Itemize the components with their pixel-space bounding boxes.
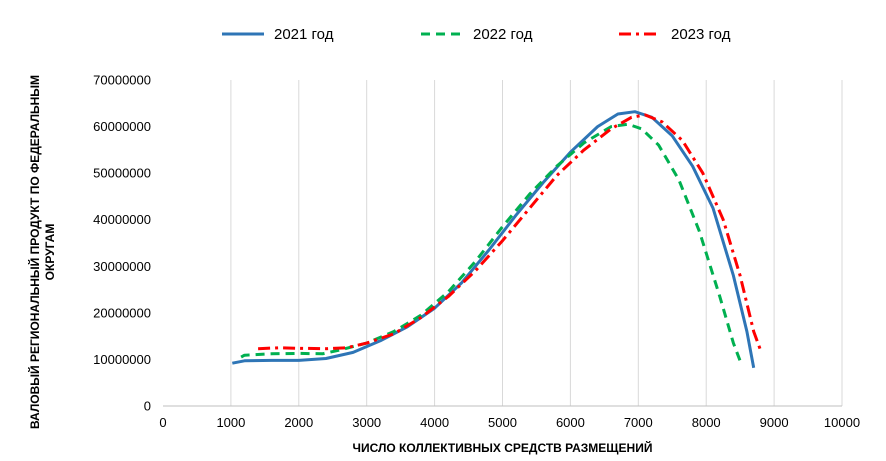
legend-item-2021: 2021 год: [222, 22, 333, 46]
y-tick-label: 40000000: [93, 212, 151, 227]
legend-swatch-dashdot: [619, 32, 661, 36]
legend-swatch-dashed: [421, 32, 463, 36]
y-tick-label: 10000000: [93, 352, 151, 367]
series-line-1: [232, 110, 756, 369]
legend-label: 2023 год: [671, 25, 731, 43]
y-tick-label: 30000000: [93, 259, 151, 274]
y-tick-label: 0: [144, 399, 151, 414]
y-tick-label: 20000000: [93, 305, 151, 320]
y-tick-label: 50000000: [93, 166, 151, 181]
x-tick-label: 5000: [488, 415, 517, 430]
x-tick-label: 0: [159, 415, 166, 430]
x-tick-label: 6000: [556, 415, 585, 430]
x-tick-label: 4000: [420, 415, 449, 430]
y-tick-label: 70000000: [93, 73, 151, 88]
x-tick-label: 2000: [284, 415, 313, 430]
grid-lines: [230, 80, 843, 406]
x-tick-label: 10000: [824, 415, 860, 430]
legend: 2021 год 2022 год 2023 год: [0, 22, 886, 46]
x-tick-label: 9000: [760, 415, 789, 430]
x-tick-label: 1000: [216, 415, 245, 430]
legend-item-2022: 2022 год: [421, 22, 532, 46]
x-tick-label: 8000: [692, 415, 721, 430]
y-axis-label: ВАЛОВЫЙ РЕГИОНАЛЬНЫЙ ПРОДУКТ ПО ФЕДЕРАЛЬ…: [28, 74, 57, 430]
legend-label: 2022 год: [473, 25, 533, 43]
series-line-3: [258, 113, 762, 351]
series-lines: [232, 110, 762, 369]
x-tick-label: 7000: [624, 415, 653, 430]
x-axis-label: ЧИСЛО КОЛЛЕКТИВНЫХ СРЕДСТВ РАЗМЕЩЕНИЙ: [352, 441, 653, 455]
legend-item-2023: 2023 год: [619, 22, 730, 46]
y-tick-labels: 0 10000000 20000000 30000000 40000000 5000000…: [93, 73, 151, 414]
series-line-2: [240, 122, 742, 362]
legend-label: 2021 год: [274, 25, 334, 43]
legend-swatch-solid: [222, 32, 264, 36]
x-tick-labels: 0 1000 2000 3000 4000 5000 6000 7000 8000 9000 100…: [159, 415, 860, 430]
y-tick-label: 60000000: [93, 119, 151, 134]
x-tick-label: 3000: [352, 415, 381, 430]
